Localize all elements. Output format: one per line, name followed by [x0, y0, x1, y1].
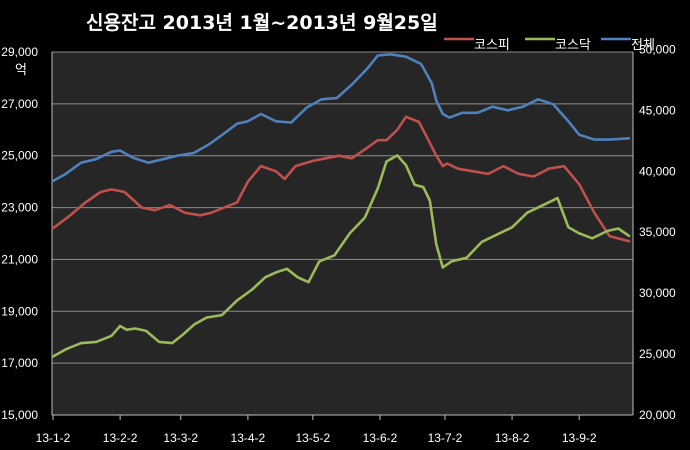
x-tick-label: 13-7-2	[428, 431, 463, 445]
y-left-tick-label: 17,000	[1, 356, 38, 370]
y-left-tick-label: 25,000	[1, 149, 38, 163]
x-tick-label: 13-1-2	[36, 431, 71, 445]
plot-area	[52, 52, 633, 415]
y-left-tick-label: 27,000	[1, 97, 38, 111]
x-tick-label: 13-5-2	[296, 431, 331, 445]
series-line-2	[51, 154, 631, 358]
legend-label: 코스닥	[555, 38, 591, 53]
y-right-tick-label: 30,000	[639, 286, 676, 300]
series-line-3	[51, 52, 631, 183]
x-tick-label: 13-4-2	[231, 431, 266, 445]
y-right-tick-label: 45,000	[639, 103, 676, 117]
x-tick-label: 13-2-2	[103, 431, 138, 445]
series-line-1	[51, 115, 631, 243]
y-left-tick-label: 19,000	[1, 304, 38, 318]
y-right-tick-label: 50,000	[639, 42, 676, 56]
y-right-tick-label: 35,000	[639, 225, 676, 239]
chart-title: 신용잔고 2013년 1월~2013년 9월25일	[86, 12, 438, 34]
y-right-tick-label: 25,000	[639, 347, 676, 361]
x-tick-label: 13-8-2	[495, 431, 530, 445]
legend-label: 코스피	[474, 38, 510, 53]
x-tick-label: 13-9-2	[562, 431, 597, 445]
y-left-tick-label: 21,000	[1, 252, 38, 266]
y-right-tick-label: 40,000	[639, 164, 676, 178]
y-left-tick-label: 23,000	[1, 201, 38, 215]
y-left-tick-label: 29,000	[1, 45, 38, 59]
y-right-tick-label: 20,000	[639, 408, 676, 422]
x-tick-label: 13-3-2	[163, 431, 198, 445]
x-tick-label: 13-6-2	[363, 431, 398, 445]
y-left-tick-label: 15,000	[1, 408, 38, 422]
legend-label: 전체	[631, 38, 655, 53]
y-left-unit-label: 억	[15, 63, 27, 78]
